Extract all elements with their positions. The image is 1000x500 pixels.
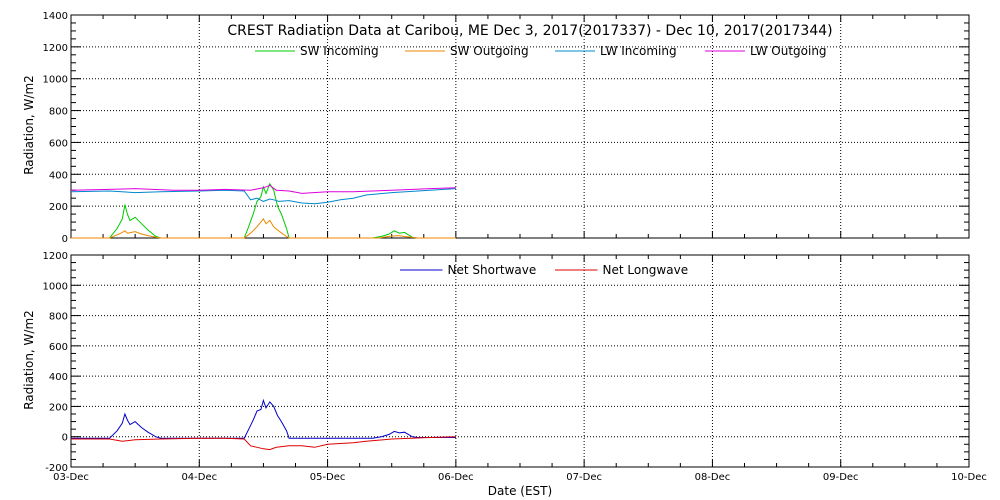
legend-label-net-longwave: Net Longwave	[603, 263, 689, 277]
x-axis-label: Date (EST)	[488, 484, 552, 498]
legend-label-sw-incoming: SW Incoming	[300, 44, 379, 58]
y-tick-label: 1200	[43, 43, 68, 54]
x-tick-label: 10-Dec	[951, 472, 987, 483]
x-tick-label: 03-Dec	[53, 472, 89, 483]
top-panel: 0 200 400 600 800 1000 1200 1400 SW Incoming SW O…	[43, 11, 970, 245]
y-tick-label: 1200	[43, 251, 68, 262]
y-tick-label: 600	[49, 138, 68, 149]
legend-label-lw-incoming: LW Incoming	[600, 44, 677, 58]
x-tick-label: 09-Dec	[823, 472, 859, 483]
x-tick-label: 05-Dec	[310, 472, 346, 483]
y-tick-label: 800	[49, 107, 68, 118]
plot-frame	[70, 254, 970, 468]
series-line-lw-incoming	[70, 188, 456, 205]
legend-label-sw-outgoing: SW Outgoing	[450, 44, 529, 58]
legend-label-net-shortwave: Net Shortwave	[448, 263, 537, 277]
x-tick-label: 04-Dec	[181, 472, 217, 483]
y-tick-label: 600	[49, 342, 68, 353]
y-tick-label: 800	[49, 312, 68, 323]
bottom-panel: 03-Dec 04-Dec 05-Dec 06-Dec 07-Dec 08-Dec 09-D…	[43, 251, 987, 483]
chart-title: CREST Radiation Data at Caribou, ME Dec …	[227, 23, 832, 39]
x-tick-label: 06-Dec	[438, 472, 474, 483]
series-line-net-longwave	[71, 436, 456, 451]
x-tick-label: 07-Dec	[566, 472, 602, 483]
series-line-lw-outgoing	[70, 184, 456, 194]
y-tick-label: -200	[45, 463, 68, 474]
series-line-sw-outgoing	[71, 218, 456, 239]
y-tick-label: 200	[49, 202, 68, 213]
bottom-y-axis-label: Radiation, W/m2	[22, 310, 36, 410]
series-line-sw-incoming	[71, 182, 456, 239]
y-tick-label: 400	[49, 170, 68, 181]
y-tick-label: 1000	[43, 281, 68, 292]
y-tick-label: 0	[62, 433, 68, 444]
x-tick-label: 08-Dec	[695, 472, 731, 483]
y-tick-label: 1400	[43, 11, 68, 22]
top-y-axis-label: Radiation, W/m2	[22, 75, 36, 175]
y-tick-label: 0	[62, 234, 68, 245]
legend-label-lw-outgoing: LW Outgoing	[750, 44, 827, 58]
series-line-net-shortwave	[71, 398, 456, 439]
y-tick-label: 400	[49, 372, 68, 383]
y-tick-label: 1000	[43, 75, 68, 86]
y-tick-label: 200	[49, 402, 68, 413]
